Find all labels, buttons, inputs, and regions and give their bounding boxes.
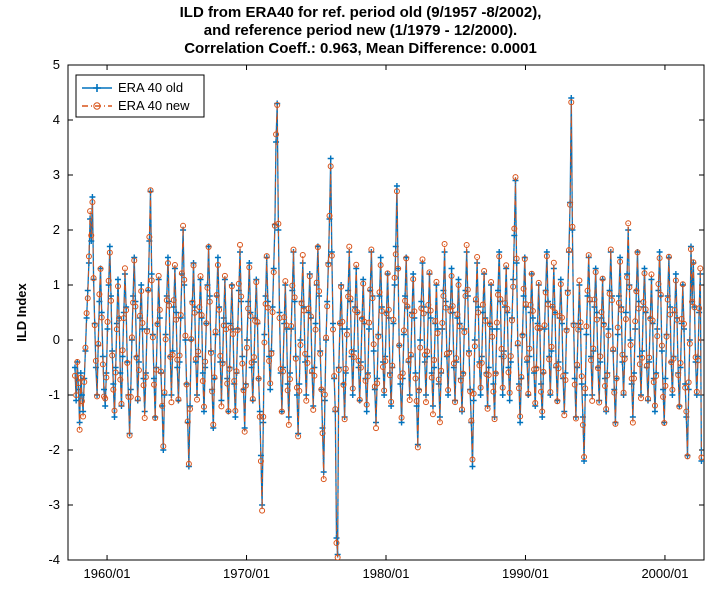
svg-text:5: 5 [53,57,60,72]
svg-text:ILD Index: ILD Index [14,282,29,341]
svg-text:3: 3 [53,167,60,182]
svg-text:-4: -4 [48,552,60,567]
svg-text:ERA 40 old: ERA 40 old [118,80,183,95]
svg-text:0: 0 [53,332,60,347]
svg-text:2000/01: 2000/01 [641,566,688,581]
svg-text:1990/01: 1990/01 [502,566,549,581]
svg-text:4: 4 [53,112,60,127]
timeseries-chart: -4 -3 -2 -1 0 1 2 3 4 5 ILD Index 1960/01 1970/01 198… [0,0,721,600]
svg-text:1980/01: 1980/01 [363,566,410,581]
svg-text:2: 2 [53,222,60,237]
svg-text:-3: -3 [48,497,60,512]
svg-text:ERA 40 new: ERA 40 new [118,98,190,113]
svg-text:1960/01: 1960/01 [84,566,131,581]
svg-text:-1: -1 [48,387,60,402]
svg-text:-2: -2 [48,442,60,457]
svg-text:1970/01: 1970/01 [223,566,270,581]
svg-text:1: 1 [53,277,60,292]
